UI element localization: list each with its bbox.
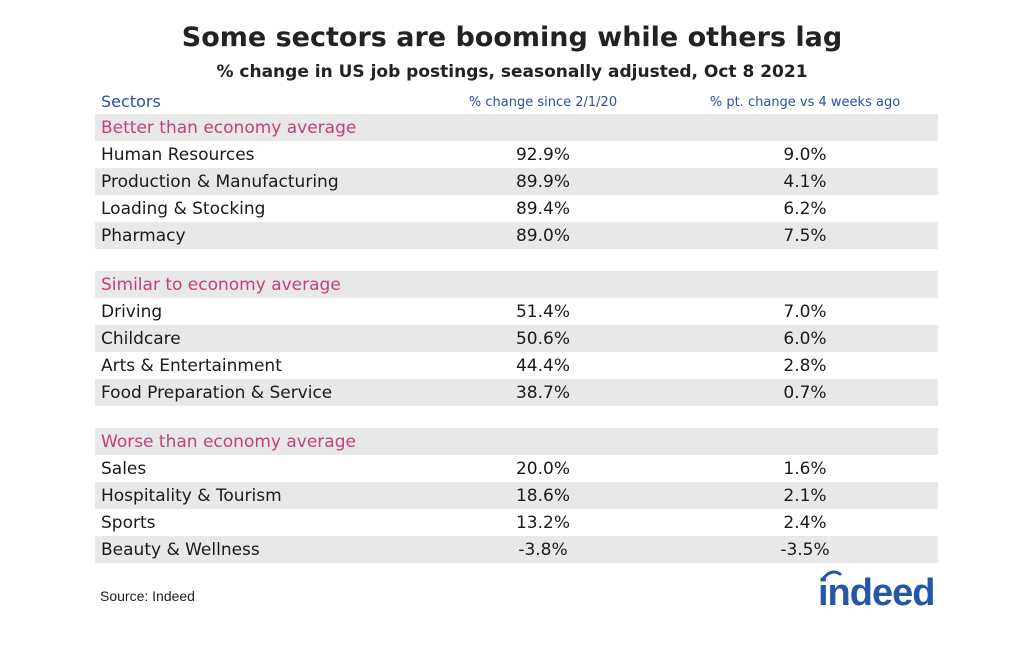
- header-pt-change: % pt. change vs 4 weeks ago: [709, 95, 901, 110]
- pt-change-cell: 6.2%: [783, 199, 827, 219]
- change-cell: -3.8%: [518, 540, 568, 560]
- change-cell: 38.7%: [515, 383, 570, 403]
- pt-change-cell: 2.4%: [783, 513, 827, 533]
- pt-change-cell: 6.0%: [783, 329, 827, 349]
- table-row: Childcare 50.6% 6.0%: [95, 325, 938, 352]
- sector-cell: Childcare: [101, 329, 181, 349]
- sector-cell: Loading & Stocking: [101, 199, 266, 219]
- pt-change-cell: 4.1%: [783, 172, 827, 192]
- table-row: Pharmacy 89.0% 7.5%: [95, 222, 938, 249]
- sector-cell: Human Resources: [101, 145, 255, 165]
- sector-cell: Beauty & Wellness: [101, 540, 260, 560]
- change-cell: 44.4%: [515, 356, 570, 376]
- change-cell: 50.6%: [515, 329, 570, 349]
- group-header: Better than economy average: [95, 114, 938, 141]
- group-header: Similar to economy average: [95, 271, 938, 298]
- group-label: Worse than economy average: [101, 432, 356, 452]
- table-row: Sales 20.0% 1.6%: [95, 455, 938, 482]
- table-row: Sports 13.2% 2.4%: [95, 509, 938, 536]
- pt-change-cell: 7.0%: [783, 302, 827, 322]
- header-sectors: Sectors: [101, 92, 161, 111]
- change-cell: 20.0%: [515, 459, 570, 479]
- pt-change-cell: 0.7%: [783, 383, 827, 403]
- table-row: Beauty & Wellness -3.8% -3.5%: [95, 536, 938, 563]
- group-spacer: [95, 406, 938, 428]
- sector-cell: Sports: [101, 513, 156, 533]
- change-cell: 13.2%: [515, 513, 570, 533]
- change-cell: 18.6%: [515, 486, 570, 506]
- table-row: Human Resources 92.9% 9.0%: [95, 141, 938, 168]
- pt-change-cell: 2.1%: [783, 486, 827, 506]
- source-note: Source: Indeed: [100, 588, 195, 604]
- pt-change-cell: 7.5%: [783, 226, 827, 246]
- change-cell: 92.9%: [515, 145, 570, 165]
- sector-cell: Driving: [101, 302, 163, 322]
- group-label: Similar to economy average: [101, 275, 341, 295]
- change-cell: 89.0%: [515, 226, 570, 246]
- table-row: Driving 51.4% 7.0%: [95, 298, 938, 325]
- indeed-logo: indeed: [818, 572, 935, 614]
- change-cell: 51.4%: [515, 302, 570, 322]
- pt-change-cell: 9.0%: [783, 145, 827, 165]
- group-header: Worse than economy average: [95, 428, 938, 455]
- header-change-since: % change since 2/1/20: [468, 95, 618, 110]
- table-row: Food Preparation & Service 38.7% 0.7%: [95, 379, 938, 406]
- pt-change-cell: 2.8%: [783, 356, 827, 376]
- table-row: Arts & Entertainment 44.4% 2.8%: [95, 352, 938, 379]
- pt-change-cell: 1.6%: [783, 459, 827, 479]
- table-row: Hospitality & Tourism 18.6% 2.1%: [95, 482, 938, 509]
- group-label: Better than economy average: [101, 118, 357, 138]
- table-row: Production & Manufacturing 89.9% 4.1%: [95, 168, 938, 195]
- sector-cell: Pharmacy: [101, 226, 186, 246]
- group-spacer: [95, 249, 938, 271]
- chart-subtitle: % change in US job postings, seasonally …: [216, 62, 808, 82]
- data-table: Sectors % change since 2/1/20 % pt. chan…: [95, 90, 938, 563]
- indeed-logo-arc-icon: [820, 570, 842, 582]
- change-cell: 89.4%: [515, 199, 570, 219]
- change-cell: 89.9%: [515, 172, 570, 192]
- chart-title: Some sectors are booming while others la…: [181, 22, 843, 53]
- sector-cell: Sales: [101, 459, 147, 479]
- sector-cell: Arts & Entertainment: [101, 356, 282, 376]
- table-row: Loading & Stocking 89.4% 6.2%: [95, 195, 938, 222]
- sector-cell: Hospitality & Tourism: [101, 486, 282, 506]
- sector-cell: Food Preparation & Service: [101, 383, 333, 403]
- pt-change-cell: -3.5%: [780, 540, 830, 560]
- sector-cell: Production & Manufacturing: [101, 172, 339, 192]
- table-header: Sectors % change since 2/1/20 % pt. chan…: [95, 90, 938, 114]
